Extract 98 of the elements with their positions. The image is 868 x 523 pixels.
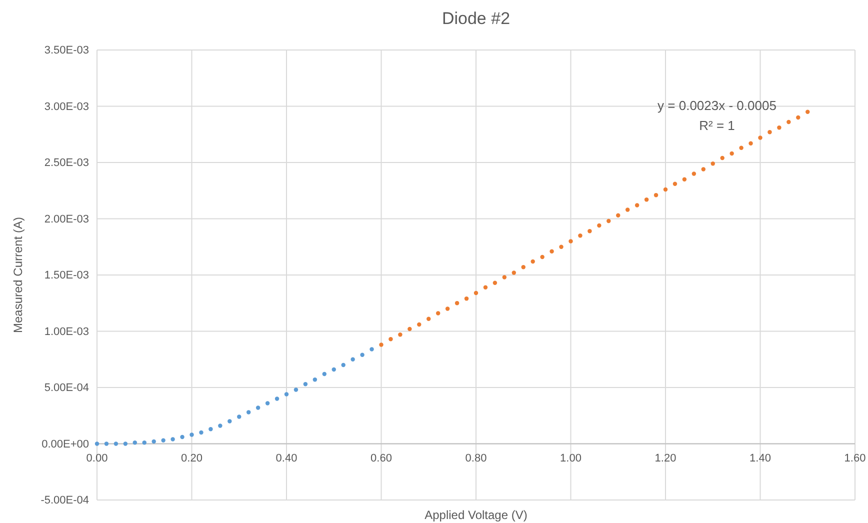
point: [294, 388, 298, 392]
y-tick-label: 1.00E-03: [44, 326, 89, 338]
point: [616, 213, 620, 218]
point: [246, 410, 251, 414]
y-tick-label: 2.50E-03: [44, 157, 89, 170]
y-tick-label: -5.00E-04: [40, 494, 89, 507]
annotation: R² = 1: [699, 118, 735, 133]
point: [265, 401, 270, 406]
point: [634, 203, 640, 208]
point: [228, 419, 232, 424]
x-tick-label: 1.40: [750, 452, 771, 465]
y-tick-label: 0.00E+00: [42, 438, 89, 450]
point: [445, 306, 450, 311]
point: [492, 280, 498, 285]
x-tick-label: 1.60: [844, 452, 866, 465]
point: [417, 322, 422, 327]
y-tick-label: 3.00E-03: [44, 100, 89, 113]
point: [379, 342, 384, 347]
point: [180, 434, 184, 440]
point: [672, 182, 678, 186]
point: [730, 151, 734, 156]
x-tick-label: 1.20: [654, 452, 676, 465]
point: [682, 177, 687, 182]
point: [142, 440, 146, 445]
point: [692, 172, 696, 176]
x-axis-title: Applied Voltage (V): [424, 508, 528, 522]
point: [199, 430, 204, 435]
point: [748, 141, 753, 146]
point: [768, 130, 772, 134]
point: [370, 347, 374, 352]
point: [426, 316, 431, 321]
point: [654, 193, 658, 198]
y-tick-label: 3.50E-03: [44, 44, 89, 57]
point: [350, 357, 355, 362]
point: [720, 156, 724, 160]
point: [132, 440, 138, 445]
point: [152, 439, 156, 444]
point: [190, 432, 194, 437]
point: [237, 414, 242, 419]
point: [454, 301, 460, 306]
point: [332, 367, 336, 372]
point: [114, 442, 118, 446]
point: [530, 259, 535, 264]
point: [578, 234, 582, 238]
x-tick-label: 1.00: [560, 452, 582, 465]
point: [464, 296, 469, 301]
point: [123, 442, 128, 446]
point: [521, 265, 526, 270]
point: [512, 270, 516, 275]
point: [408, 326, 412, 332]
y-axis-title: Measured Current (A): [11, 216, 25, 334]
point: [663, 187, 668, 192]
point: [284, 392, 289, 396]
point: [312, 378, 318, 382]
y-tick-label: 1.50E-03: [44, 270, 89, 282]
annotation: y = 0.0023x - 0.0005: [658, 98, 776, 113]
point: [758, 136, 762, 140]
x-tick-label: 0.20: [181, 452, 202, 465]
point: [786, 120, 791, 124]
point: [388, 337, 393, 342]
point: [502, 275, 507, 280]
point: [398, 332, 402, 337]
point: [104, 442, 109, 446]
y-tick-label: 5.00E-04: [44, 382, 89, 394]
point: [208, 427, 213, 432]
chart-title: Diode #2: [442, 9, 510, 28]
point: [274, 396, 280, 401]
point: [550, 249, 554, 254]
point: [161, 438, 166, 442]
point: [483, 285, 488, 290]
point: [360, 352, 364, 357]
point: [806, 110, 810, 114]
point: [341, 362, 346, 368]
point: [625, 208, 630, 212]
y-tick-label: 2.00E-03: [44, 213, 89, 226]
x-tick-label: 0.80: [465, 452, 487, 465]
point: [218, 424, 222, 428]
point: [170, 437, 175, 442]
x-tick-label: 0.00: [86, 452, 108, 465]
point: [474, 290, 478, 296]
point: [710, 162, 715, 166]
point: [559, 244, 564, 249]
point: [256, 406, 260, 410]
x-tick-label: 0.60: [370, 452, 392, 465]
point: [597, 223, 602, 228]
point: [796, 115, 800, 120]
point: [606, 218, 611, 224]
point: [588, 229, 592, 234]
point: [701, 167, 706, 172]
point: [540, 254, 544, 260]
point: [739, 146, 744, 150]
x-tick-label: 0.40: [276, 452, 298, 465]
point: [322, 372, 327, 376]
point: [644, 198, 649, 202]
point: [303, 382, 308, 386]
point: [777, 126, 782, 130]
point: [568, 239, 573, 244]
point: [436, 311, 440, 316]
